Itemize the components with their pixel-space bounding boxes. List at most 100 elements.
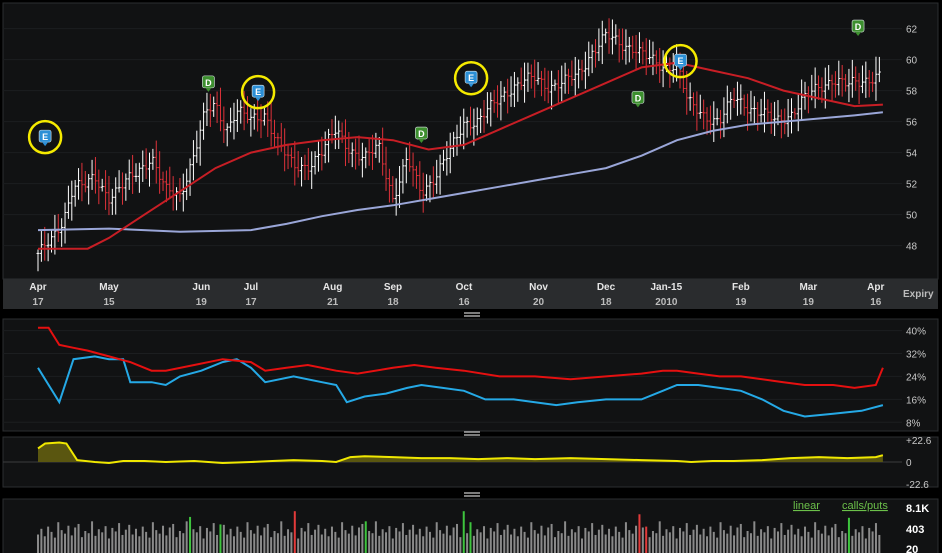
- earnings-marker[interactable]: E: [27, 119, 63, 155]
- volume-bar: [145, 531, 148, 553]
- volume-bar: [303, 531, 306, 553]
- volume-bar: [412, 524, 415, 553]
- price-bar: [563, 62, 567, 94]
- price-bar: [323, 131, 327, 164]
- volume-bar: [783, 534, 786, 553]
- date-label-month: Apr: [29, 282, 46, 293]
- marker-pointer: [205, 87, 212, 92]
- panel-resize-handle-oscillator[interactable]: [464, 431, 480, 436]
- volume-bar: [651, 531, 654, 553]
- volume-bar: [445, 525, 448, 553]
- event-highlight-ring: [453, 60, 489, 96]
- price-bar: [475, 107, 479, 136]
- volume-bar: [557, 531, 560, 553]
- price-bar: [489, 92, 493, 127]
- volume-bar: [371, 533, 374, 553]
- implied-volatility-line: [38, 326, 884, 389]
- price-bar: [854, 66, 858, 91]
- earnings-marker[interactable]: E: [453, 60, 489, 96]
- volume-bar: [263, 527, 266, 553]
- date-label-day: 19: [196, 297, 208, 308]
- volume-bar: [148, 537, 151, 553]
- volume-bar: [702, 528, 705, 553]
- price-bar: [830, 74, 834, 101]
- volume-bar: [64, 533, 67, 553]
- price-bar: [519, 67, 523, 90]
- volume-bar: [80, 537, 83, 553]
- price-bar: [502, 86, 506, 102]
- volume-bar: [165, 535, 168, 553]
- volume-bar: [435, 522, 438, 553]
- price-bar: [752, 96, 756, 124]
- volume-bar: [97, 529, 100, 553]
- price-tick-label: 58: [906, 87, 918, 98]
- panel-resize-handle-volume[interactable]: [464, 492, 480, 497]
- volatility-panel: 40% 32% 24% 16% 8%: [2, 318, 939, 432]
- price-bar: [455, 124, 459, 156]
- volume-bar: [293, 511, 296, 553]
- volume-bar: [776, 531, 779, 553]
- volume-bar: [682, 531, 685, 553]
- price-bar: [80, 162, 84, 202]
- volatility-tick-label: 24%: [906, 372, 926, 383]
- volume-bar: [246, 522, 249, 553]
- volume-panel: linear calls/puts 8.1K 403 20: [2, 498, 939, 553]
- volume-bar: [347, 533, 350, 553]
- volume-bar: [851, 535, 854, 553]
- dividend-marker[interactable]: D: [631, 91, 645, 108]
- volume-bar: [205, 527, 208, 553]
- volume-bar: [212, 523, 215, 553]
- price-bar: [313, 151, 317, 175]
- price-bar: [185, 168, 189, 201]
- volume-bar: [118, 523, 121, 553]
- price-bar: [202, 102, 206, 140]
- earnings-marker[interactable]: E: [663, 43, 698, 79]
- volume-bar: [655, 533, 658, 553]
- volume-bar: [341, 522, 344, 553]
- volume-bar: [182, 533, 185, 553]
- calls-puts-link[interactable]: calls/puts: [842, 500, 888, 512]
- volume-bar: [733, 535, 736, 553]
- price-bar: [269, 102, 273, 147]
- volatility-y-axis: 40% 32% 24% 16% 8%: [906, 327, 926, 430]
- price-bar: [425, 174, 429, 202]
- price-bar: [408, 141, 412, 172]
- volume-bar: [476, 529, 479, 553]
- earnings-marker[interactable]: E: [240, 74, 276, 110]
- volume-bar: [837, 537, 840, 553]
- volume-bar: [506, 524, 509, 553]
- volume-bar: [831, 527, 834, 553]
- dividend-marker[interactable]: D: [202, 75, 215, 92]
- price-bar: [364, 147, 368, 169]
- price-bar: [306, 147, 310, 181]
- price-bar: [262, 107, 266, 126]
- volume-bar: [614, 526, 617, 553]
- event-highlight-ring: [27, 119, 63, 155]
- price-bar: [374, 132, 378, 158]
- volume-bar: [685, 523, 688, 553]
- dividend-marker[interactable]: D: [851, 19, 865, 37]
- price-bar: [229, 107, 233, 133]
- volume-bar: [276, 533, 279, 553]
- price-bar: [844, 74, 848, 92]
- date-label: Feb 19: [732, 282, 750, 308]
- date-label: Apr 16: [867, 282, 884, 308]
- volume-bar: [668, 532, 671, 553]
- panel-resize-handle-volatility[interactable]: [464, 312, 480, 317]
- price-bar: [418, 161, 422, 201]
- volume-bar: [324, 528, 327, 553]
- dividend-marker[interactable]: D: [415, 126, 428, 144]
- price-bar: [273, 119, 277, 149]
- volume-bar: [628, 530, 631, 553]
- date-label-day: 20: [533, 297, 545, 308]
- volume-bar: [503, 529, 506, 553]
- date-label-month: Nov: [529, 282, 548, 293]
- volume-bar: [847, 517, 850, 553]
- price-bar: [719, 109, 723, 139]
- linear-scale-link[interactable]: linear: [793, 500, 820, 512]
- price-bar: [310, 151, 314, 189]
- date-label: Jul 17: [244, 282, 259, 308]
- date-label-month: May: [99, 282, 119, 293]
- volume-bar: [209, 531, 212, 553]
- price-bar: [286, 143, 290, 170]
